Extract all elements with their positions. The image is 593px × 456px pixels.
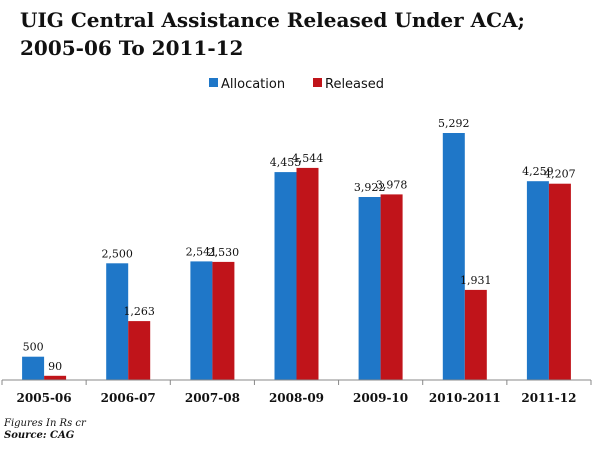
bar-label-released-2005-06: 90 xyxy=(48,360,62,373)
bar-allocation-2008-09 xyxy=(274,172,297,380)
legend: Allocation Released xyxy=(209,77,384,92)
bar-label-released-2010-2011: 1,931 xyxy=(460,274,492,287)
legend-swatch-allocation xyxy=(209,78,218,87)
legend-label-released: Released xyxy=(325,77,384,92)
bar-label-allocation-2007-08: 2,541 xyxy=(186,245,218,258)
bar-label-allocation-2010-2011: 5,292 xyxy=(438,117,470,130)
bar-released-2009-10 xyxy=(380,194,403,380)
bars-group xyxy=(22,133,571,380)
legend-swatch-released xyxy=(313,78,322,87)
chart-title: UIG Central Assistance Released Under AC… xyxy=(20,6,580,62)
x-axis-ticks xyxy=(1,380,592,385)
bar-released-2007-08 xyxy=(212,261,235,380)
bar-label-allocation-2008-09: 4,455 xyxy=(270,156,302,169)
bar-label-released-2007-08: 2,530 xyxy=(208,246,240,259)
source-note: Source: CAG xyxy=(4,430,75,441)
x-tick-label-2007-08: 2007-08 xyxy=(185,391,240,405)
figures-note: Figures In Rs cr xyxy=(4,418,86,429)
bar-released-2011-12 xyxy=(548,183,571,380)
bar-label-released-2009-10: 3,978 xyxy=(376,178,408,191)
bar-label-released-2006-07: 1,263 xyxy=(123,305,155,318)
x-axis-labels: 2005-06 2006-07 2007-08 2008-09 2009-10 2010-… xyxy=(17,391,577,405)
chart-title-line-1: UIG Central Assistance Released Under AC… xyxy=(20,8,525,32)
legend-label-allocation: Allocation xyxy=(221,77,285,92)
bar-allocation-2006-07 xyxy=(106,263,129,380)
x-tick-label-2005-06: 2005-06 xyxy=(17,391,72,405)
bar-released-2005-06 xyxy=(44,375,67,380)
bar-label-released-2011-12: 4,207 xyxy=(544,168,576,181)
bar-allocation-2005-06 xyxy=(22,356,45,380)
x-tick-label-2006-07: 2006-07 xyxy=(101,391,156,405)
bar-label-allocation-2006-07: 2,500 xyxy=(101,247,133,260)
x-tick-label-2008-09: 2008-09 xyxy=(269,391,324,405)
chart-footer: Figures In Rs cr Source: CAG xyxy=(4,418,86,442)
bar-allocation-2009-10 xyxy=(358,197,381,380)
bar-allocation-2011-12 xyxy=(526,181,549,380)
bar-label-allocation-2009-10: 3,922 xyxy=(354,181,386,194)
bar-label-allocation-2011-12: 4,259 xyxy=(522,165,554,178)
bar-label-allocation-2005-06: 500 xyxy=(23,341,44,354)
x-tick-label-2011-12: 2011-12 xyxy=(521,391,576,405)
bar-allocation-2010-2011 xyxy=(442,133,465,380)
bar-released-2010-2011 xyxy=(464,289,487,380)
bar-label-released-2008-09: 4,544 xyxy=(292,152,324,165)
x-tick-label-2009-10: 2009-10 xyxy=(353,391,408,405)
chart-title-line-2: 2005-06 To 2011-12 xyxy=(20,36,244,60)
bar-released-2008-09 xyxy=(296,167,319,380)
bar-released-2006-07 xyxy=(128,321,151,380)
x-tick-label-2010-2011: 2010-2011 xyxy=(429,391,501,405)
bar-allocation-2007-08 xyxy=(190,261,213,380)
